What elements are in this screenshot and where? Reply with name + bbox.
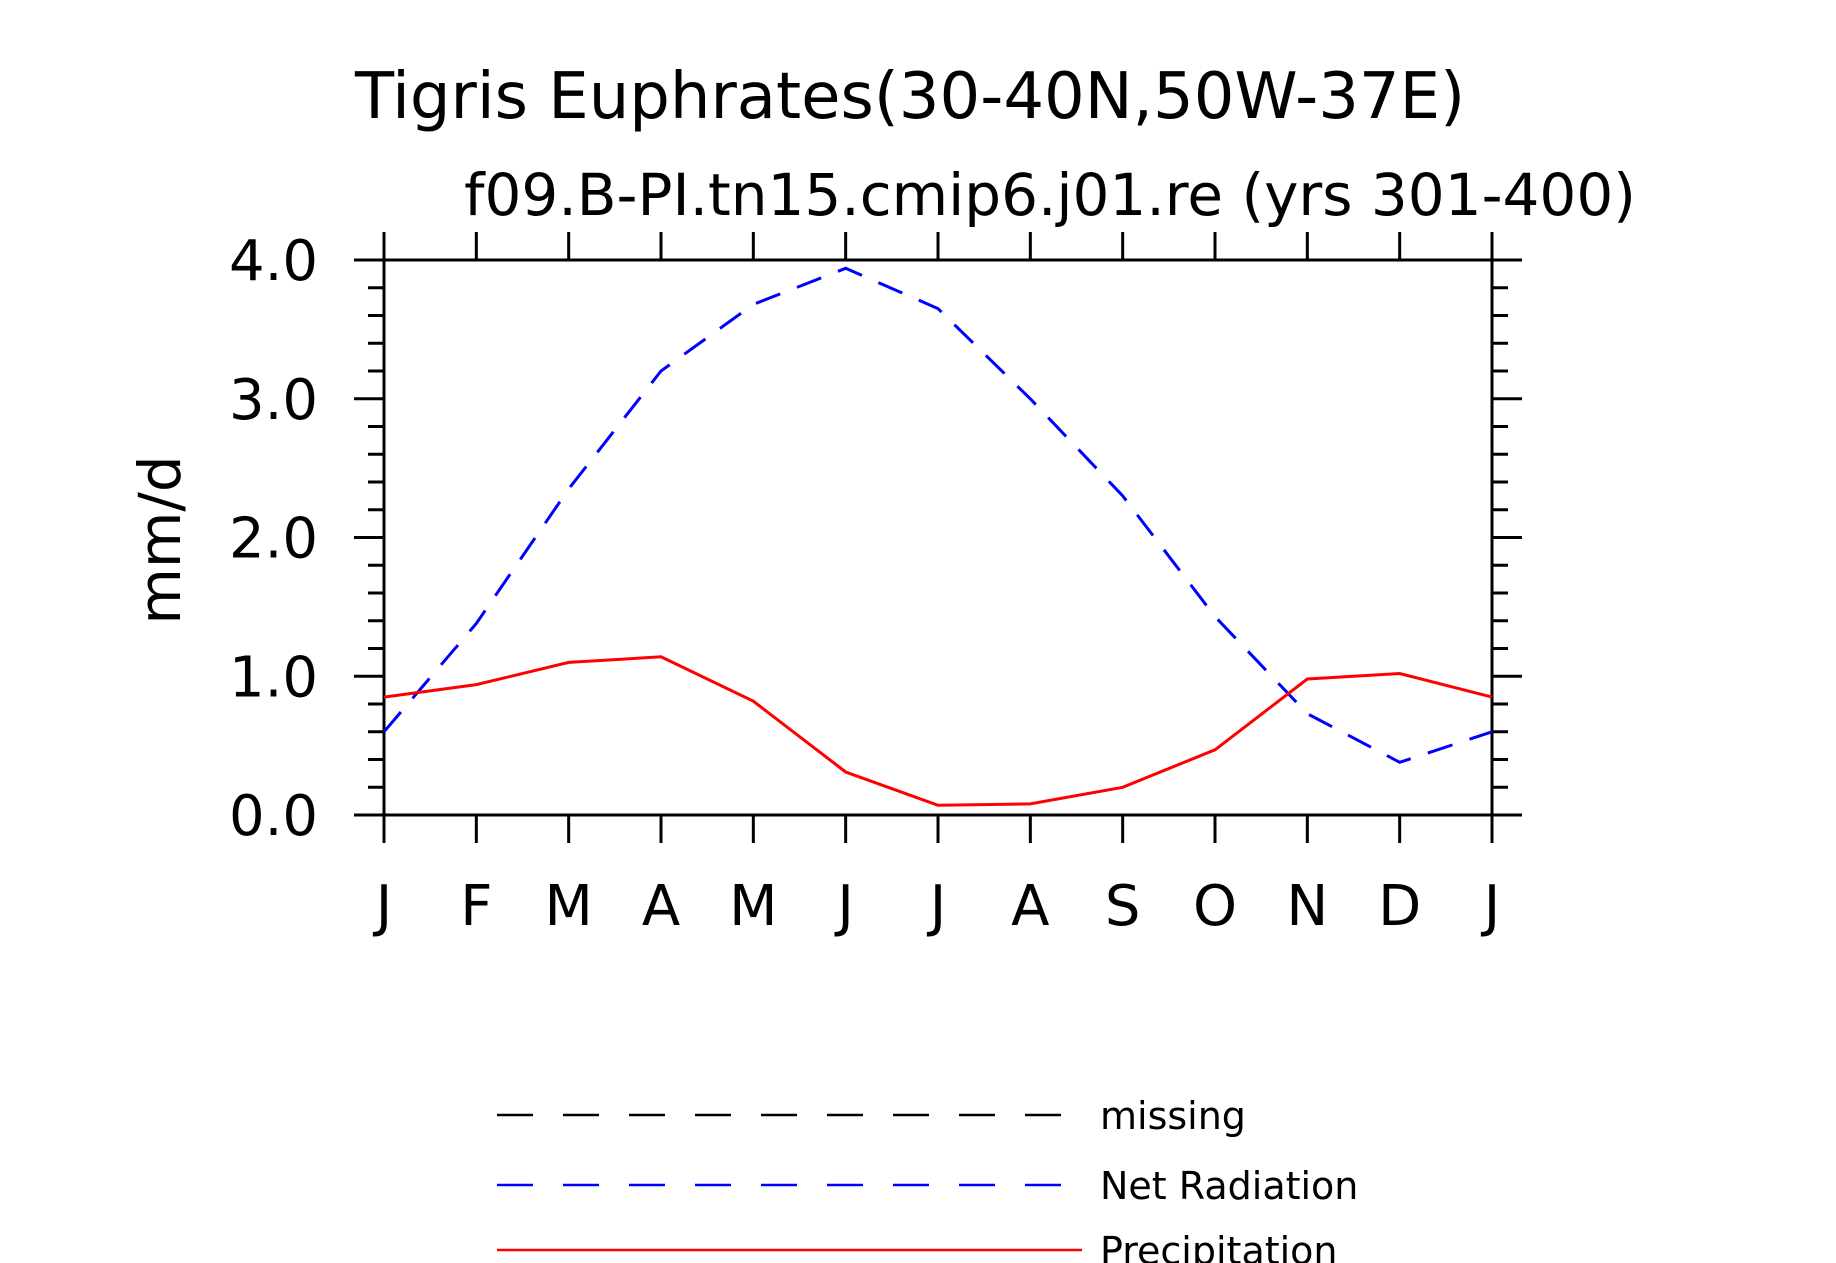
x-tick-label: A: [642, 874, 680, 939]
x-tick-label: J: [834, 874, 854, 939]
y-tick-label: 2.0: [229, 507, 318, 572]
plot-frame: [382, 258, 1494, 817]
y-axis-label: mm/d: [126, 455, 194, 624]
x-tick-label: N: [1286, 874, 1328, 939]
x-tick-label: F: [460, 874, 492, 939]
series-line-net-radiation: [382, 266, 1493, 764]
x-tick-label: M: [545, 874, 593, 939]
legend-label: Net Radiation: [1100, 1164, 1358, 1208]
legend-label: missing: [1100, 1094, 1246, 1138]
y-tick-label: 0.0: [229, 784, 318, 849]
x-tick-label: O: [1193, 874, 1237, 939]
legend: missing Net Radiation Precipitation: [497, 1094, 1358, 1263]
series-line-precipitation: [383, 655, 1493, 807]
x-tick-label: D: [1378, 874, 1421, 939]
plot-area: J F M A M J J A S O N D J0.01.02.03.04.0: [229, 229, 1522, 939]
x-tick-label: S: [1105, 874, 1141, 939]
y-tick-label: 3.0: [229, 368, 318, 433]
y-tick-label: 1.0: [229, 645, 318, 710]
y-tick-label: 4.0: [229, 229, 318, 294]
x-tick-label: J: [927, 874, 947, 939]
x-tick-label: J: [1481, 874, 1501, 939]
x-tick-label: J: [373, 874, 393, 939]
x-tick-label: A: [1011, 874, 1049, 939]
chart-title: Tigris Euphrates(30-40N,50W-37E): [354, 60, 1465, 134]
x-tick-label: M: [729, 874, 777, 939]
legend-label: Precipitation: [1100, 1229, 1338, 1263]
chart-subtitle: f09.B-PI.tn15.cmip6.j01.re (yrs 301-400): [464, 161, 1636, 229]
